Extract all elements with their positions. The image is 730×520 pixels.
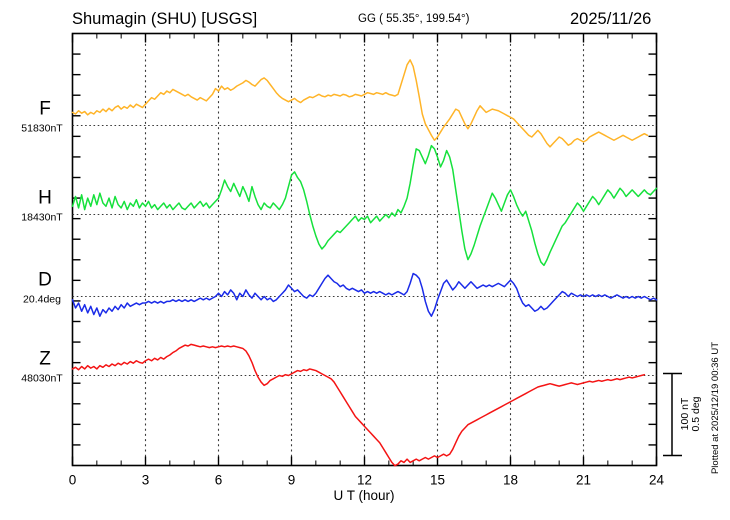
- x-axis-ticks: [71, 33, 658, 466]
- geomagnetic-coordinates: GG ( 55.35°, 199.54°): [358, 13, 470, 25]
- component-name-H: H: [38, 188, 52, 209]
- scale-bar-label-nt: 100 nT: [679, 397, 691, 430]
- scale-bar-label-deg: 0.5 deg: [690, 396, 702, 431]
- component-baseline-H: 18430nT: [21, 212, 63, 224]
- station-title: Shumagin (SHU) [USGS]: [72, 10, 257, 28]
- x-tick-label-18: 18: [503, 473, 518, 488]
- trace-D: [71, 272, 658, 317]
- trace-group: [71, 59, 658, 467]
- x-tick-label-3: 3: [142, 473, 150, 488]
- x-tick-label-0: 0: [69, 473, 77, 488]
- plot-frame: [71, 32, 658, 467]
- plotted-at-stamp: Plotted at 2025/12/19 00:36 UT: [710, 342, 721, 474]
- component-baseline-F: 51830nT: [21, 123, 63, 135]
- component-name-D: D: [38, 270, 52, 291]
- x-tick-label-21: 21: [576, 473, 591, 488]
- x-tick-label-24: 24: [649, 473, 665, 488]
- component-name-F: F: [39, 99, 51, 120]
- component-baselines: [72, 124, 657, 377]
- x-tick-label-6: 6: [215, 473, 223, 488]
- trace-F: [71, 59, 649, 148]
- x-axis-tick-labels: 0 3 6 9 12 15 18 21 24: [69, 473, 665, 488]
- trace-H: [71, 144, 658, 267]
- x-tick-label-9: 9: [288, 473, 296, 488]
- vertical-gridlines: [144, 33, 585, 466]
- x-tick-label-15: 15: [430, 473, 445, 488]
- scale-bar: 100 nT 0.5 deg: [663, 372, 702, 457]
- component-name-Z: Z: [39, 349, 51, 370]
- component-baseline-Z: 48030nT: [21, 373, 63, 385]
- observation-date: 2025/11/26: [570, 10, 651, 28]
- component-baseline-D: 20.4deg: [23, 294, 61, 306]
- x-axis-label: U T (hour): [333, 488, 394, 503]
- y-axis-ticks: [72, 53, 657, 446]
- trace-Z: [71, 343, 646, 467]
- x-tick-label-12: 12: [357, 473, 372, 488]
- component-labels: F 51830nT H 18430nT D 20.4deg Z 48030nT: [21, 99, 63, 385]
